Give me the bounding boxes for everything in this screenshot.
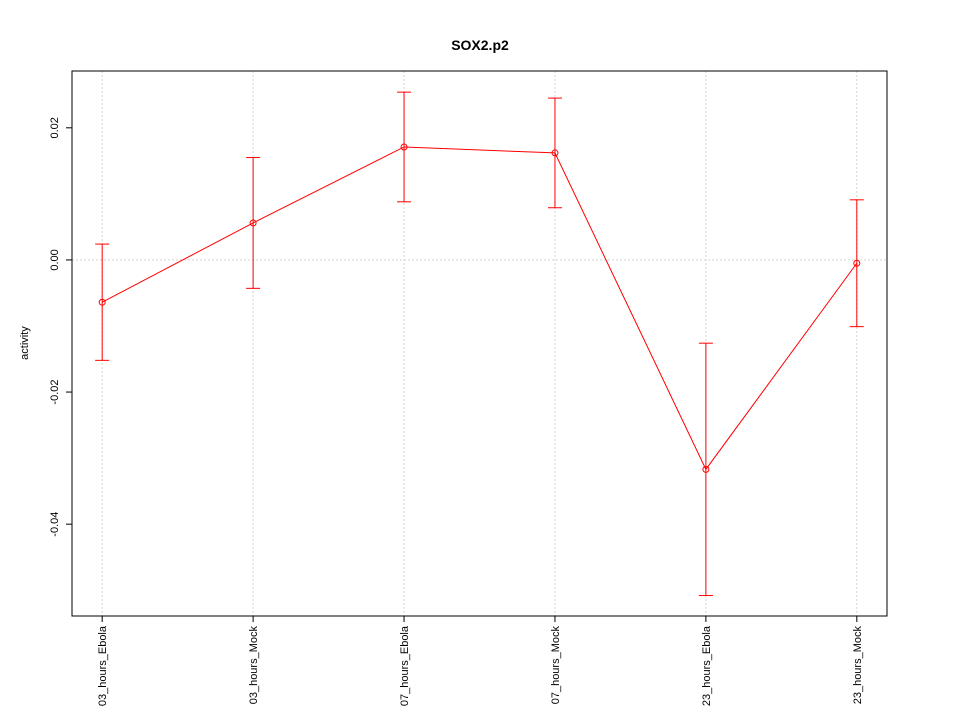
x-tick-label: 07_hours_Mock: [550, 626, 562, 705]
point: [853, 259, 861, 267]
chart-title: SOX2.p2: [451, 37, 509, 53]
point: [400, 143, 408, 151]
y-tick-label: 0.00: [49, 249, 61, 270]
point: [98, 298, 106, 306]
point: [249, 219, 257, 227]
x-tick-label: 03_hours_Ebola: [97, 625, 109, 706]
x-tick-label: 23_hours_Ebola: [701, 625, 713, 706]
point: [551, 149, 559, 157]
y-tick-label: 0.02: [49, 117, 61, 138]
plot-frame: [71, 70, 888, 617]
point: [702, 465, 710, 473]
y-tick-label: -0.04: [49, 512, 61, 537]
y-axis-label: activity: [19, 326, 31, 360]
x-tick-label: 23_hours_Mock: [852, 626, 864, 705]
y-tick-label: -0.02: [49, 380, 61, 405]
series-line: [101, 146, 858, 471]
x-tick-label: 03_hours_Mock: [248, 626, 260, 705]
x-tick-label: 07_hours_Ebola: [399, 625, 411, 706]
